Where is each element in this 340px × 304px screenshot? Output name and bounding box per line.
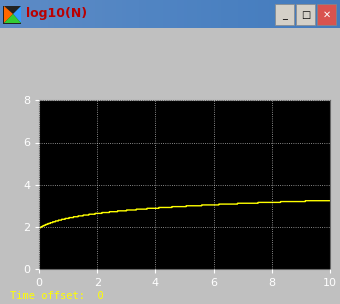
Text: _: _ [282,10,287,20]
Bar [3,6,21,24]
Polygon shape [13,6,21,23]
Text: Time offset:  0: Time offset: 0 [10,292,104,302]
Bar [296,4,315,25]
Polygon shape [4,6,13,23]
Polygon shape [4,14,21,23]
Text: ✕: ✕ [322,10,330,20]
Text: □: □ [301,10,310,20]
Bar [275,4,294,25]
Polygon shape [3,6,21,24]
Bar [317,4,336,25]
Text: log10(N): log10(N) [26,8,87,20]
